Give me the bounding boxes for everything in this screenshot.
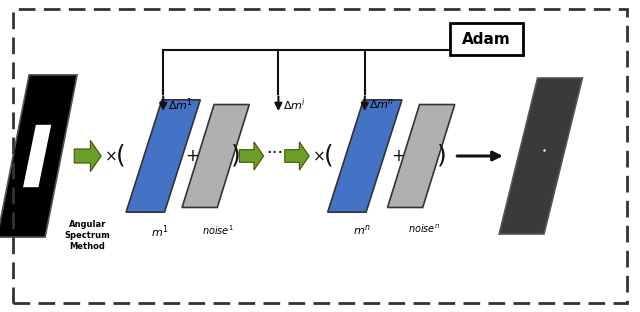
Text: $m^n$: $m^n$ [353,223,371,237]
Text: $\Delta m^n$: $\Delta m^n$ [369,97,395,111]
Text: $\Delta m^i$: $\Delta m^i$ [283,97,306,113]
Polygon shape [182,105,250,207]
Text: Adam: Adam [462,32,511,46]
Polygon shape [23,125,51,187]
Polygon shape [388,105,455,207]
Text: ): ) [231,144,241,168]
Text: Angular
Spectrum
Method: Angular Spectrum Method [65,220,111,251]
Polygon shape [499,78,582,234]
FancyBboxPatch shape [450,23,524,56]
Polygon shape [328,100,402,212]
Text: (: ( [323,144,333,168]
Polygon shape [239,142,264,170]
Text: ···: ··· [267,144,284,162]
Text: $\times$: $\times$ [104,149,116,163]
Polygon shape [0,75,77,237]
Text: ): ) [436,144,447,168]
Text: +: + [391,147,405,165]
Text: $\Delta m^1$: $\Delta m^1$ [168,97,193,113]
Text: $m^1$: $m^1$ [151,223,169,240]
Text: $noise^1$: $noise^1$ [202,223,234,237]
Text: $\times$: $\times$ [312,149,324,163]
Polygon shape [126,100,200,212]
Polygon shape [74,140,101,172]
Text: $noise^n$: $noise^n$ [408,223,440,236]
Text: +: + [185,147,199,165]
Text: (: ( [115,144,125,168]
Polygon shape [285,142,309,170]
